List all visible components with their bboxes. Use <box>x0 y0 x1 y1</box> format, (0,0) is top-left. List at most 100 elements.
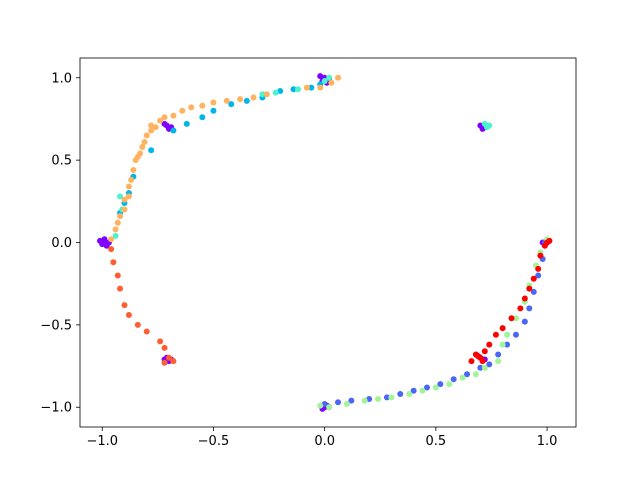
data-point-s5-p7 <box>423 384 430 391</box>
data-point-s1-p9 <box>308 84 315 91</box>
data-point-s4-p8 <box>157 338 164 345</box>
data-point-s5-p11 <box>477 364 484 371</box>
y-tick-label: 1.0 <box>51 71 72 86</box>
data-point-s3-p26 <box>263 91 270 98</box>
data-point-s7-p15 <box>546 237 553 244</box>
data-point-s1-p2 <box>199 114 206 121</box>
data-point-s3-p2 <box>114 219 121 226</box>
data-point-s5-p12 <box>486 361 493 368</box>
data-point-s1-p4 <box>228 101 235 108</box>
data-point-s3-p33 <box>121 196 128 203</box>
data-point-s1-p5 <box>243 97 250 104</box>
data-point-s3-p5 <box>125 193 132 200</box>
data-point-s3-p23 <box>223 97 230 104</box>
data-point-s6-p12 <box>481 364 488 371</box>
data-point-s7-p9 <box>526 285 533 292</box>
data-point-s5-p8 <box>437 381 444 388</box>
data-point-s6-p4 <box>375 396 382 402</box>
data-point-s3-p12 <box>141 139 148 146</box>
data-point-s0-p8 <box>161 120 168 127</box>
data-point-s1-p3 <box>210 107 217 114</box>
data-point-s6-p7 <box>419 387 426 394</box>
data-point-s3-p18 <box>170 112 177 119</box>
data-point-s7-p5 <box>499 325 506 332</box>
data-point-s3-p6 <box>125 183 132 190</box>
data-point-s5-p1 <box>335 399 342 406</box>
data-point-s3-p7 <box>128 176 135 183</box>
y-tick-label: 0.0 <box>51 236 72 251</box>
data-point-s7-p3 <box>486 341 493 348</box>
data-point-s4-p3 <box>117 285 124 292</box>
data-point-s5-p4 <box>383 394 390 401</box>
data-point-s2-p1 <box>272 89 279 96</box>
data-point-s1-p8 <box>290 86 297 93</box>
data-point-s7-p0 <box>468 358 475 365</box>
data-point-s3-p8 <box>130 167 137 174</box>
data-point-s2-p2 <box>294 86 301 93</box>
data-point-s6-p9 <box>446 381 453 388</box>
data-point-s3-p0 <box>108 236 115 243</box>
data-point-s4-p11 <box>170 358 177 365</box>
data-point-s7-p6 <box>508 315 515 322</box>
data-point-s6-p21 <box>495 358 502 365</box>
points-layer <box>97 73 553 412</box>
axes-layer: −1.0 −0.5 0.0 0.5 1.0 −1.0 −0.5 0.0 0.5 1.0 <box>40 57 577 449</box>
data-point-s5-p19 <box>535 272 542 279</box>
data-point-s6-p1 <box>326 404 333 411</box>
data-point-s5-p17 <box>526 305 533 312</box>
data-point-s4-p2 <box>114 272 121 279</box>
data-point-s6-p13 <box>499 341 506 348</box>
data-point-s5-p10 <box>464 371 471 378</box>
x-tick-label: −0.5 <box>198 434 230 449</box>
data-point-s7-p18 <box>475 353 482 360</box>
data-point-s6-p15 <box>512 315 519 322</box>
data-point-s7-p17 <box>479 358 486 365</box>
data-point-s2-p3 <box>321 78 328 85</box>
x-tick-label: 0.5 <box>426 434 447 449</box>
data-point-s1-p1 <box>183 120 190 127</box>
data-point-s6-p0 <box>317 402 324 409</box>
data-point-s2-p4 <box>326 74 333 81</box>
data-point-s3-p17 <box>161 114 168 121</box>
data-point-s3-p29 <box>328 79 335 86</box>
data-point-s4-p6 <box>134 321 141 328</box>
data-point-s7-p8 <box>521 295 528 302</box>
y-tick-label: 0.5 <box>51 154 72 169</box>
data-point-s4-p10 <box>165 354 172 361</box>
data-point-s3-p31 <box>148 122 155 129</box>
data-point-s6-p2 <box>343 400 350 407</box>
y-tick-label: −0.5 <box>40 318 72 333</box>
data-point-s7-p4 <box>492 331 499 338</box>
data-point-s3-p19 <box>179 107 186 114</box>
data-point-s3-p30 <box>335 74 342 81</box>
data-point-s3-p27 <box>303 84 310 91</box>
data-point-s3-p20 <box>188 104 195 111</box>
data-point-s2-p0 <box>259 91 266 98</box>
x-tick-label: 1.0 <box>537 434 558 449</box>
data-point-s5-p18 <box>530 288 537 295</box>
data-point-s0-p12 <box>317 73 324 80</box>
data-point-s5-p16 <box>521 318 528 325</box>
data-point-s6-p5 <box>388 394 395 401</box>
data-point-s5-p15 <box>512 331 519 338</box>
data-point-s7-p10 <box>530 275 537 282</box>
data-point-s5-p13 <box>495 351 502 358</box>
data-point-s2-p10 <box>112 232 119 239</box>
data-point-s6-p14 <box>504 331 511 338</box>
data-point-s5-p9 <box>450 376 457 383</box>
data-point-s0-p5 <box>101 236 108 243</box>
data-point-s6-p10 <box>459 374 466 381</box>
data-point-s6-p3 <box>361 397 368 404</box>
data-point-s6-p8 <box>432 384 439 391</box>
data-point-s6-p6 <box>406 391 413 398</box>
data-point-s3-p11 <box>139 143 146 150</box>
data-point-s4-p4 <box>121 302 128 309</box>
data-point-s5-p5 <box>397 391 404 398</box>
data-point-s4-p1 <box>110 259 117 266</box>
data-point-s3-p13 <box>143 132 150 139</box>
data-point-s4-p12 <box>161 359 168 366</box>
data-point-s3-p14 <box>148 127 155 134</box>
data-point-s3-p4 <box>121 206 128 213</box>
